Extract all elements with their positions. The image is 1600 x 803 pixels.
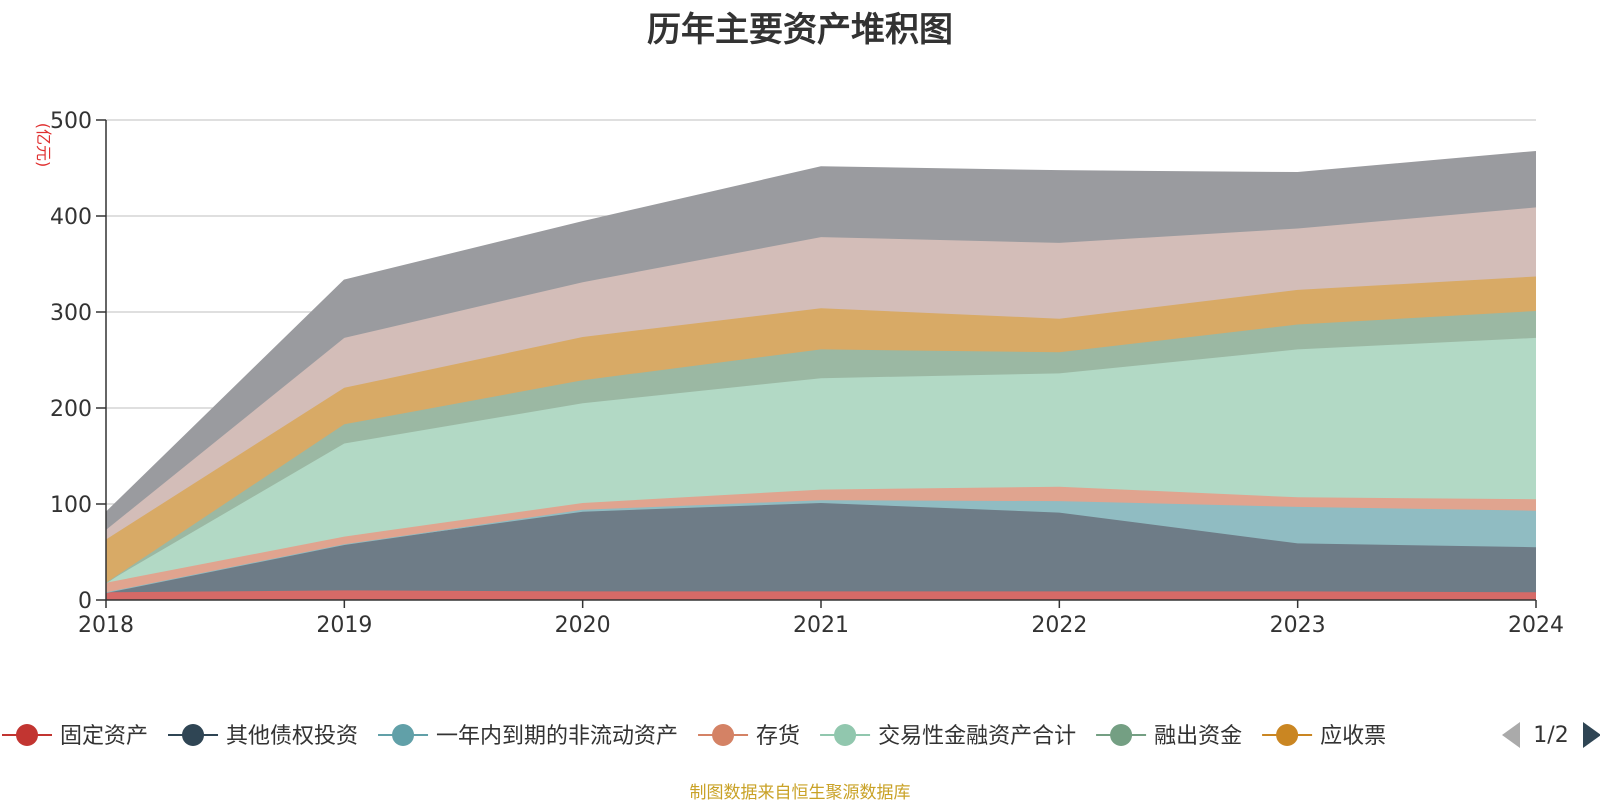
legend-label: 融出资金: [1154, 724, 1242, 749]
x-tick-label: 2019: [316, 613, 372, 638]
area-series-7: [106, 207, 1536, 540]
legend-swatch-dot: [16, 724, 38, 746]
y-tick-label: 200: [50, 397, 92, 422]
chart-title: 历年主要资产堆积图: [647, 10, 953, 50]
area-series-1: [106, 503, 1536, 593]
legend-label: 交易性金融资产合计: [878, 724, 1076, 749]
x-tick-label: 2023: [1270, 613, 1326, 638]
legend-item[interactable]: 交易性金融资产合计: [820, 724, 1076, 749]
x-tick-label: 2022: [1031, 613, 1087, 638]
source-note: 制图数据来自恒生聚源数据库: [689, 783, 911, 803]
area-series-5: [106, 311, 1536, 583]
x-tick-label: 2021: [793, 613, 849, 638]
y-tick-label: 400: [50, 205, 92, 230]
legend-next-arrow-icon[interactable]: [1583, 722, 1600, 748]
legend-prev-arrow-icon[interactable]: [1502, 722, 1520, 748]
legend-label: 固定资产: [60, 724, 148, 749]
legend-page-indicator: 1/2: [1533, 723, 1568, 748]
legend-item[interactable]: 固定资产: [2, 724, 148, 749]
x-tick-label: 2020: [555, 613, 611, 638]
legend-swatch-dot: [392, 724, 415, 746]
legend-item[interactable]: 存货: [698, 724, 800, 749]
legend-swatch-dot: [1276, 724, 1299, 746]
axis-ticks: 0 100 200 300 400 500 2018 2019 2020 2021 2022 2023…: [50, 109, 1564, 638]
area-series-2: [106, 500, 1536, 593]
legend-label: 应收票: [1320, 724, 1386, 749]
y-tick-label: 300: [50, 301, 92, 326]
legend-swatch-dot: [182, 724, 205, 746]
legend-swatch-dot: [712, 724, 735, 746]
legend-swatch-dot: [1110, 724, 1133, 746]
area-series-line-8: [105, 150, 1537, 514]
legend-item[interactable]: 其他债权投资: [168, 724, 358, 749]
legend-pager: 1/2: [1502, 722, 1600, 748]
legend-item[interactable]: 融出资金: [1096, 724, 1242, 749]
area-series-4: [106, 337, 1536, 583]
y-tick-label: 0: [78, 589, 92, 614]
x-tick-label: 2024: [1508, 613, 1564, 638]
legend: 固定资产 其他债权投资 一年内到期的非流动资产 存货 交易性金融资产合计 融出资金 应收票: [2, 724, 1386, 749]
area-series-8: [106, 151, 1536, 530]
y-tick-label: 100: [50, 493, 92, 518]
area-series-6: [106, 276, 1536, 583]
area-series: [105, 150, 1537, 600]
legend-label: 一年内到期的非流动资产: [436, 724, 678, 749]
legend-label: 存货: [756, 724, 800, 749]
area-series-0: [106, 590, 1536, 600]
legend-swatch-dot: [834, 724, 857, 746]
legend-item[interactable]: 应收票: [1262, 724, 1386, 749]
legend-item[interactable]: 一年内到期的非流动资产: [378, 724, 678, 749]
x-tick-label: 2018: [78, 613, 134, 638]
y-axis-unit-label: (亿元): [34, 123, 53, 168]
y-tick-label: 500: [50, 109, 92, 134]
legend-label: 其他债权投资: [226, 724, 358, 749]
